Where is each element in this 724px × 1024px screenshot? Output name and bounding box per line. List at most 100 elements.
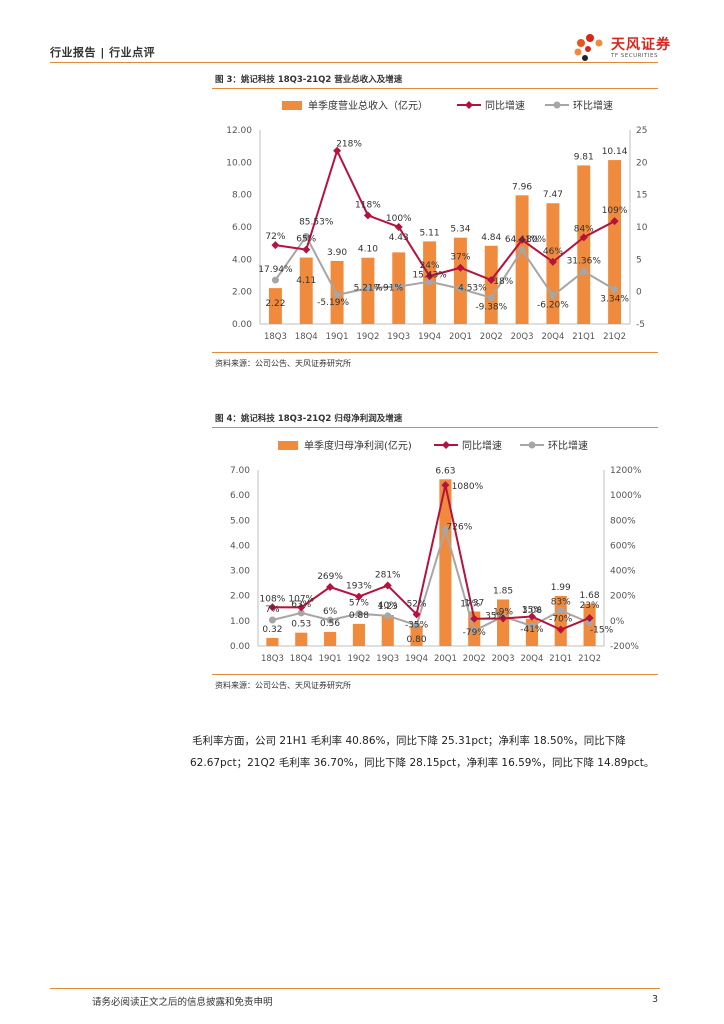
qoq-value-label: -9.38% [475, 303, 507, 313]
category-label: 20Q1 [434, 654, 457, 664]
page-number: 3 [652, 994, 659, 1005]
left-tick-label: 12.00 [226, 126, 252, 136]
yoy-value-label: 23% [580, 601, 600, 611]
category-label: 20Q4 [520, 654, 543, 664]
yoy-point [302, 245, 311, 254]
left-tick-label: 0.00 [232, 320, 252, 330]
revenue-bar [299, 257, 313, 324]
category-label: 20Q2 [480, 332, 503, 342]
right-tick-label: 25 [636, 126, 647, 136]
revenue-bar [268, 288, 282, 324]
qoq-point [518, 246, 526, 254]
qoq-point [384, 612, 392, 620]
category-label: 18Q3 [261, 654, 284, 664]
yoy-value-label: 65% [296, 235, 316, 245]
qoq-value-label: -5.19% [317, 298, 349, 308]
bar-value-label: 0.80 [407, 635, 427, 645]
category-label: 19Q1 [326, 332, 349, 342]
legend-qoq-marker [553, 101, 561, 109]
revenue-bar [453, 237, 467, 324]
category-label: 20Q1 [449, 332, 472, 342]
qoq-value-label: 63% [291, 600, 311, 610]
yoy-point [518, 235, 527, 244]
bar-value-label: 9.81 [574, 152, 594, 162]
yoy-value-label: 84% [574, 224, 594, 234]
qoq-value-label: -41% [520, 625, 544, 635]
bar-value-label: 0.32 [262, 625, 282, 635]
figure4-top-rule [212, 427, 658, 428]
qoq-point [487, 294, 495, 302]
right-tick-label: -200% [610, 642, 639, 652]
bar-value-label: 7.96 [512, 182, 532, 192]
category-label: 20Q2 [463, 654, 486, 664]
category-label: 20Q3 [492, 654, 515, 664]
left-tick-label: 4.00 [232, 255, 252, 265]
qoq-point [355, 610, 363, 618]
qoq-point [395, 283, 403, 291]
qoq-value-label: 4.53% [458, 284, 487, 294]
bar-value-label: 3.90 [327, 248, 347, 258]
yoy-point [585, 613, 594, 622]
yoy-point [412, 610, 421, 619]
figure4-title: 图 4：姚记科技 18Q3-21Q2 归母净利润及增速 [215, 414, 403, 424]
figure3-bottom-rule [212, 352, 658, 353]
qoq-value-label: 5.21% [354, 283, 383, 293]
revenue-bar [266, 637, 279, 646]
right-tick-label: 800% [610, 516, 636, 526]
yoy-point [499, 614, 508, 623]
flower-logo-icon [574, 34, 603, 61]
category-label: 20Q3 [511, 332, 534, 342]
margin-paragraph: 毛利率方面，公司 21H1 毛利率 40.86%，同比下降 25.31pct；净… [190, 730, 664, 774]
qoq-value-label: 85.53% [299, 217, 334, 227]
yoy-value-label: 269% [317, 572, 343, 582]
right-tick-label: 400% [610, 567, 636, 577]
category-label: 21Q2 [578, 654, 601, 664]
category-label: 19Q3 [376, 654, 399, 664]
bar-value-label: 1.37 [464, 599, 484, 609]
yoy-point [297, 603, 306, 612]
legend-bar-swatch [282, 101, 302, 110]
bar-value-label: 6.63 [435, 466, 455, 476]
qoq-point [557, 606, 565, 614]
bar-value-label: 5.11 [420, 228, 440, 238]
legend-qoq-label: 环比增速 [573, 99, 613, 112]
qoq-value-label: 64.41% [505, 235, 540, 245]
paragraph-line-2: 62.67pct；21Q2 毛利率 36.70%，同比下降 28.15pct，净… [190, 757, 655, 769]
yoy-line [272, 484, 590, 631]
right-tick-label: 10 [636, 223, 648, 233]
right-tick-label: 15 [636, 191, 647, 201]
qoq-point [611, 286, 619, 294]
bar-value-label: 0.53 [291, 620, 311, 630]
yoy-value-label: 24% [420, 261, 440, 271]
category-label: 19Q1 [319, 654, 342, 664]
yoy-point [527, 612, 536, 621]
yoy-line [275, 147, 616, 282]
bar-value-label: 1.08 [522, 606, 542, 616]
qoq-point [333, 291, 341, 299]
legend-qoq-label: 环比增速 [548, 439, 588, 452]
right-tick-label: 200% [610, 592, 636, 602]
yoy-point [425, 272, 434, 281]
yoy-value-label: 218% [336, 140, 362, 150]
qoq-value-label: 35% [485, 611, 505, 621]
legend-yoy-marker [465, 101, 473, 109]
qoq-value-label: -15% [590, 626, 614, 636]
yoy-value-label: -70% [549, 615, 573, 625]
right-tick-label: 20 [636, 158, 648, 168]
left-tick-label: 2.00 [230, 592, 250, 602]
yoy-value-label: 52% [407, 599, 427, 609]
yoy-point [487, 276, 496, 285]
left-tick-label: 2.00 [232, 288, 252, 298]
yoy-value-label: 108% [260, 594, 286, 604]
category-label: 19Q2 [347, 654, 370, 664]
bar-value-label: 0.88 [349, 611, 369, 621]
revenue-bar [497, 599, 510, 646]
revenue-bar [554, 595, 567, 646]
category-label: 19Q2 [356, 332, 379, 342]
right-tick-label: 5 [636, 255, 642, 265]
right-tick-label: 0 [636, 288, 642, 298]
category-label: 18Q3 [264, 332, 287, 342]
yoy-value-label: 18% [493, 277, 513, 287]
bar-value-label: 1.23 [378, 602, 398, 612]
left-tick-label: 5.00 [230, 516, 250, 526]
